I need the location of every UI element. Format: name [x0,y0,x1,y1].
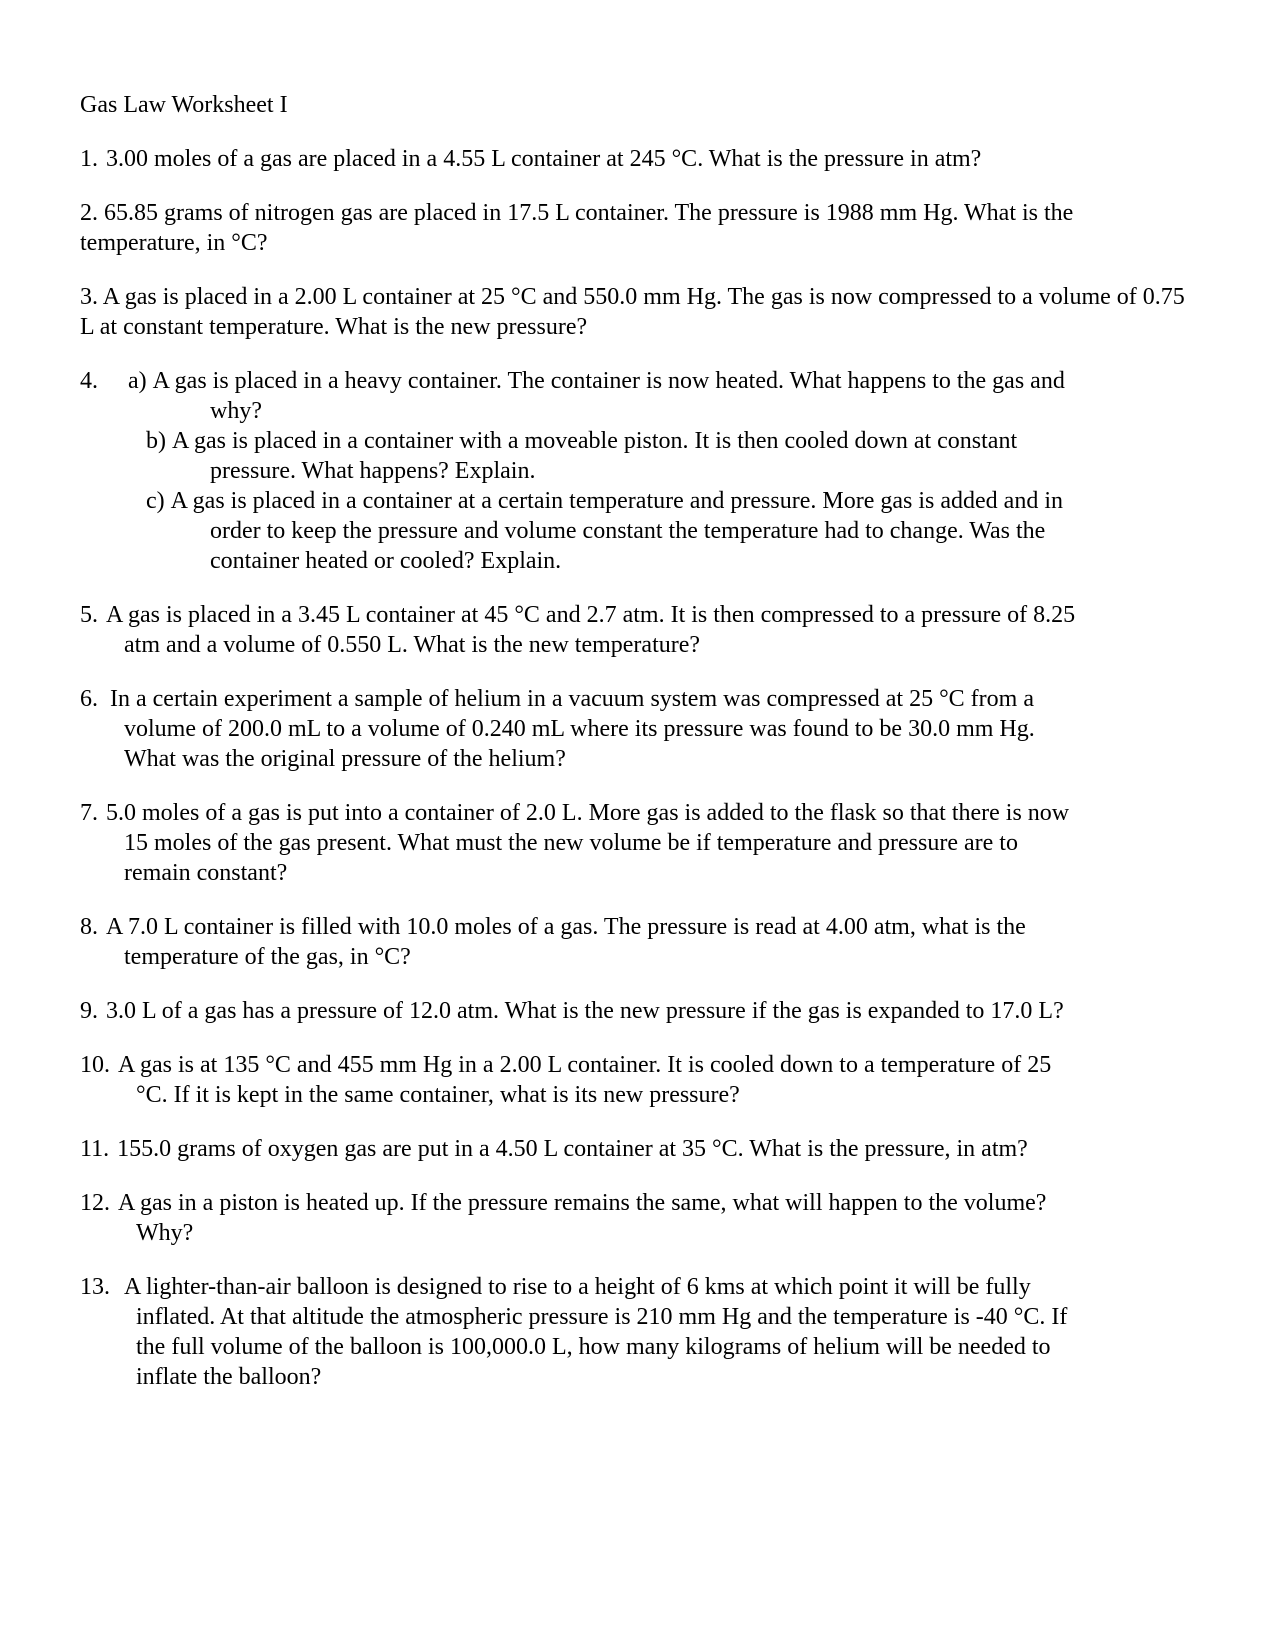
question-7: 7. 5.0 moles of a gas is put into a cont… [80,798,1195,888]
question-text: 3.00 moles of a gas are placed in a 4.55… [106,144,1195,174]
question-number: 7. [80,798,106,828]
question-continuation: inflate the balloon? [80,1362,1195,1392]
question-number: 13. [80,1272,124,1302]
question-number: 11. [80,1134,117,1164]
worksheet-page: Gas Law Worksheet I 1. 3.00 moles of a g… [0,0,1275,1650]
question-text: A gas is placed in a 3.45 L container at… [106,600,1195,630]
question-text: A 7.0 L container is filled with 10.0 mo… [106,912,1195,942]
question-number: 8. [80,912,106,942]
question-text: A lighter-than-air balloon is designed t… [124,1272,1195,1302]
question-12: 12. A gas in a piston is heated up. If t… [80,1188,1195,1248]
question-number: 1. [80,144,106,174]
subpart-continuation: container heated or cooled? Explain. [80,546,1195,576]
question-number: 3. [80,284,98,310]
question-number: 12. [80,1188,118,1218]
subpart-text: A gas is placed in a container at a cert… [171,486,1195,516]
question-continuation: inflated. At that altitude the atmospher… [80,1302,1195,1332]
question-text: In a certain experiment a sample of heli… [110,684,1195,714]
question-text: A gas is placed in a 2.00 L container at… [80,284,1185,340]
subpart-text: A gas is placed in a container with a mo… [172,426,1195,456]
question-continuation: What was the original pressure of the he… [80,744,1195,774]
subpart-label: b) [146,426,172,456]
question-continuation: volume of 200.0 mL to a volume of 0.240 … [80,714,1195,744]
question-continuation: °C. If it is kept in the same container,… [80,1080,1195,1110]
question-10: 10. A gas is at 135 °C and 455 mm Hg in … [80,1050,1195,1110]
question-number: 4. [80,366,128,396]
question-continuation: the full volume of the balloon is 100,00… [80,1332,1195,1362]
subpart-text: A gas is placed in a heavy container. Th… [153,366,1195,396]
question-text: 5.0 moles of a gas is put into a contain… [106,798,1195,828]
subpart-continuation: order to keep the pressure and volume co… [80,516,1195,546]
question-text: A gas in a piston is heated up. If the p… [118,1188,1195,1218]
question-text: 65.85 grams of nitrogen gas are placed i… [80,200,1073,256]
question-text: 3.0 L of a gas has a pressure of 12.0 at… [106,996,1195,1026]
question-4: 4. a) A gas is placed in a heavy contain… [80,366,1195,576]
question-continuation: temperature of the gas, in °C? [80,942,1195,972]
question-number: 2. [80,200,98,226]
worksheet-title: Gas Law Worksheet I [80,90,1195,120]
question-8: 8. A 7.0 L container is filled with 10.0… [80,912,1195,972]
question-1: 1. 3.00 moles of a gas are placed in a 4… [80,144,1195,174]
question-number: 5. [80,600,106,630]
question-text: A gas is at 135 °C and 455 mm Hg in a 2.… [118,1050,1195,1080]
question-5: 5. A gas is placed in a 3.45 L container… [80,600,1195,660]
question-number: 6. [80,684,110,714]
subpart-label: c) [146,486,171,516]
question-11: 11. 155.0 grams of oxygen gas are put in… [80,1134,1195,1164]
question-number: 9. [80,996,106,1026]
question-continuation: 15 moles of the gas present. What must t… [80,828,1195,858]
question-continuation: remain constant? [80,858,1195,888]
question-13: 13. A lighter-than-air balloon is design… [80,1272,1195,1392]
question-continuation: atm and a volume of 0.550 L. What is the… [80,630,1195,660]
subpart-continuation: pressure. What happens? Explain. [80,456,1195,486]
question-6: 6. In a certain experiment a sample of h… [80,684,1195,774]
subpart-continuation: why? [80,396,1195,426]
question-2: 2. 65.85 grams of nitrogen gas are place… [80,198,1195,258]
question-continuation: Why? [80,1218,1195,1248]
question-text: 155.0 grams of oxygen gas are put in a 4… [117,1134,1195,1164]
question-9: 9. 3.0 L of a gas has a pressure of 12.0… [80,996,1195,1026]
question-3: 3. A gas is placed in a 2.00 L container… [80,282,1195,342]
question-number: 10. [80,1050,118,1080]
subpart-label: a) [128,366,153,396]
